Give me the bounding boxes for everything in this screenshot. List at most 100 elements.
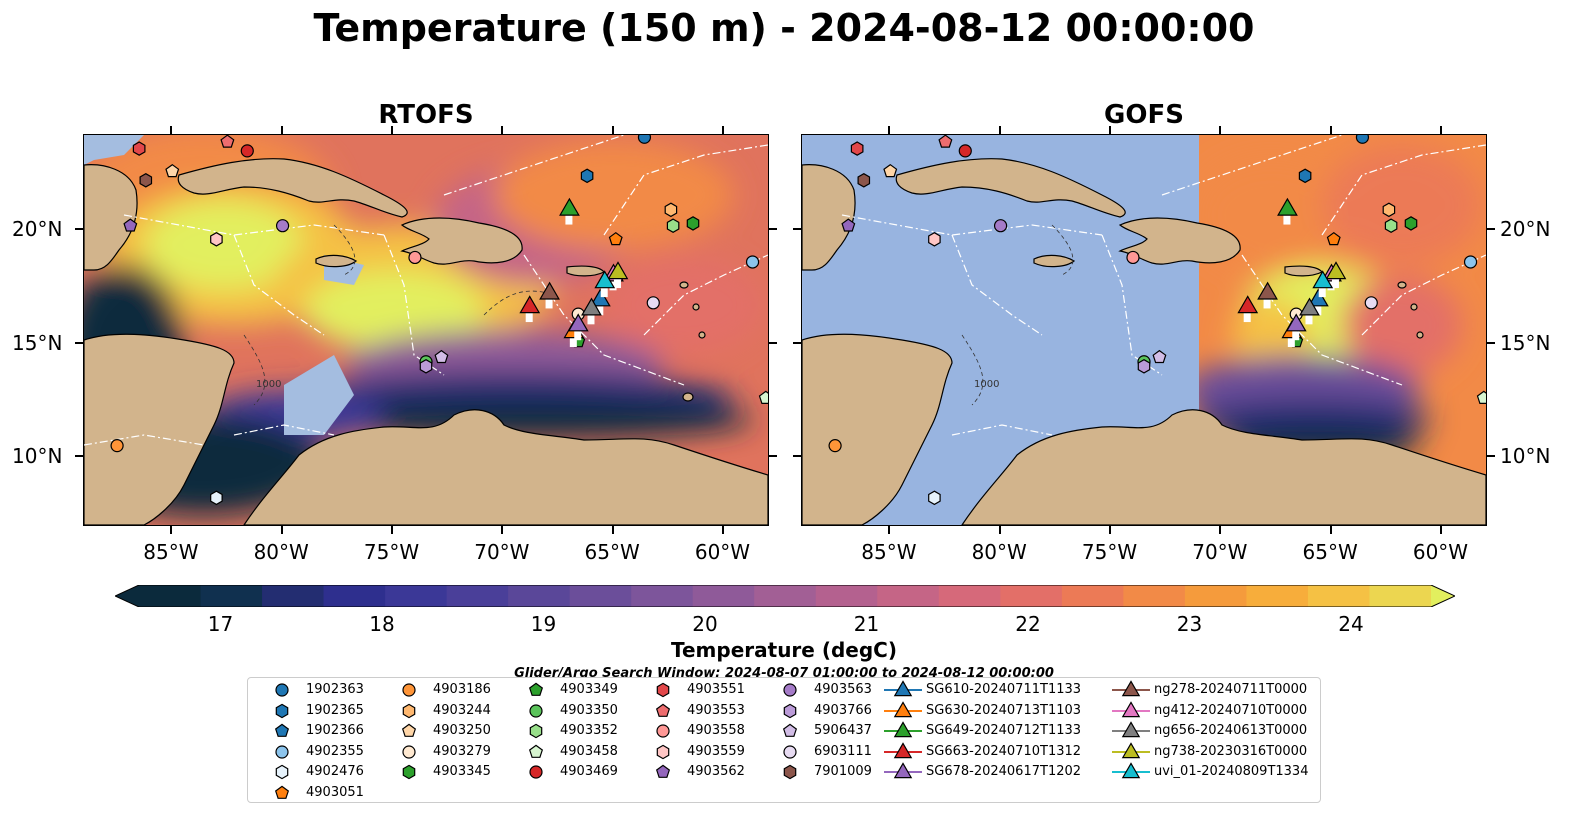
legend-label: 4903352 [560,723,618,739]
lon-tick-mark [998,526,1001,534]
legend-marker-icon [1112,721,1150,738]
legend-marker-icon [1112,680,1150,697]
lat-tick-mark [75,341,83,344]
colorbar-label: Temperature (degC) [671,638,897,662]
float-marker-4903469 [958,144,972,158]
colorbar-segment [200,585,263,607]
glider-marker-ng278-20240711T0000 [1257,281,1278,300]
float-marker-4903352 [1384,218,1398,233]
legend-marker-icon [884,721,922,738]
glider-marker-ng738-20230316T0000 [1325,261,1347,280]
glider-marker-SG678-20240617T1202 [1285,313,1307,332]
legend-marker-icon [782,723,798,738]
legend-marker-icon [1112,741,1150,758]
legend-marker-icon [783,745,797,759]
legend-marker-icon [884,762,922,779]
lat-tick-mark [75,228,83,231]
float-marker-4902476 [928,490,941,506]
lon-tick-mark [721,526,724,534]
colorbar-tick-label: 19 [530,612,557,636]
lon-tick-label: 65°W [584,540,640,564]
lat-tick-mark [1487,228,1495,231]
float-marker-4903559 [928,232,941,247]
lon-tick-mark-top [1108,126,1111,134]
float-marker-4903244 [664,202,678,218]
lon-tick-mark-top [1329,126,1332,134]
glider-track-SG630-20240713T1103 [569,338,577,347]
colorbar-segment [139,585,202,607]
land-gofs [802,158,1486,525]
glider-track-ng656-20240613T0000 [587,315,595,325]
float-marker-6903111 [646,296,660,310]
legend-marker-icon [402,703,416,718]
lat-tick-mark-inner [769,341,777,344]
glider-track-SG678-20240617T1202 [574,331,582,341]
float-marker-4903186 [828,439,842,453]
legend-label: 4903051 [306,785,364,800]
lon-tick-mark-top [611,126,614,134]
colorbar-segment [323,585,386,607]
legend-label: 6903111 [814,743,872,759]
colorbar-segment [815,585,878,607]
lon-tick-mark [170,526,173,534]
legend-marker-icon [656,682,670,698]
glider-marker-SG649-20240712T1133 [559,197,580,216]
lon-tick-label: 65°W [1302,540,1358,564]
map-svg-gofs: 1000 [802,135,1486,525]
lon-tick-mark [280,526,283,534]
glider-track-uvi_01-20240809T1334 [1318,288,1326,298]
legend-marker-icon [402,765,416,780]
legend-label: 7901009 [814,764,872,780]
lat-tick-label: 10°N [1500,443,1551,468]
glider-track-SG649-20240712T1133 [565,215,573,225]
lon-tick-mark [611,526,614,534]
glider-marker-uvi_01-20240809T1334 [1312,270,1334,289]
legend-marker-icon [783,703,797,718]
glider-track-ng738-20230316T0000 [1331,279,1339,289]
glider-marker-SG649-20240712T1133 [1277,197,1298,216]
legend-label: 5906437 [814,723,872,739]
platform-markers-rtofs [110,135,768,506]
legend-marker-icon [275,765,289,780]
legend-label: 4903250 [433,723,491,739]
glider-marker-uvi_01-20240809T1334 [594,270,616,289]
legend-label: SG630-20240713T1103 [926,702,1082,718]
colorbar [115,585,1455,607]
lon-tick-mark [888,526,891,534]
lat-tick-mark-inner [769,454,777,457]
colorbar-segment [938,585,1001,607]
float-marker-1902365 [580,168,594,184]
legend-label: ng656-20240613T0000 [1154,723,1308,739]
float-marker-1902363 [637,135,652,144]
legend-label: 1902363 [306,682,364,697]
map-panel-rtofs[interactable]: 1000 [83,134,769,526]
float-marker-4903558 [1126,250,1140,265]
legend-marker-icon [275,745,289,759]
glider-marker-ng738-20230316T0000 [607,261,629,280]
legend-label: ng278-20240711T0000 [1154,682,1308,697]
float-marker-7901009 [139,173,153,188]
lat-tick-mark [1487,341,1495,344]
map-panel-gofs[interactable]: 1000 [801,134,1487,526]
map-svg-rtofs: 1000 [84,135,768,525]
float-marker-4902355 [1463,255,1478,269]
legend-label: uvi_01-20240809T1334 [1154,764,1309,780]
legend-marker-icon [528,744,544,758]
glider-marker-SG663-20240710T1312 [1237,295,1259,314]
glider-marker-ng656-20240613T0000 [1299,297,1320,316]
lon-tick-mark [501,526,504,534]
bathymetry-contours [243,224,555,406]
lon-tick-mark [1219,526,1222,534]
glider-marker-ng278-20240711T0000 [539,281,560,300]
lon-tick-mark [1329,526,1332,534]
float-marker-1902365 [1298,168,1312,184]
float-marker-4903250 [883,163,898,178]
lon-tick-mark-top [280,126,283,134]
legend-label: 4903558 [687,723,745,739]
legend-label: 4903469 [560,764,618,780]
legend-label: 4903562 [687,764,745,780]
panel-title-gofs: GOFS [1104,100,1184,130]
glider-marker-SG610-20240711T1133 [1307,288,1329,307]
bathymetry-contours-gofs [961,224,1074,406]
legend-label: 4902476 [306,764,364,780]
